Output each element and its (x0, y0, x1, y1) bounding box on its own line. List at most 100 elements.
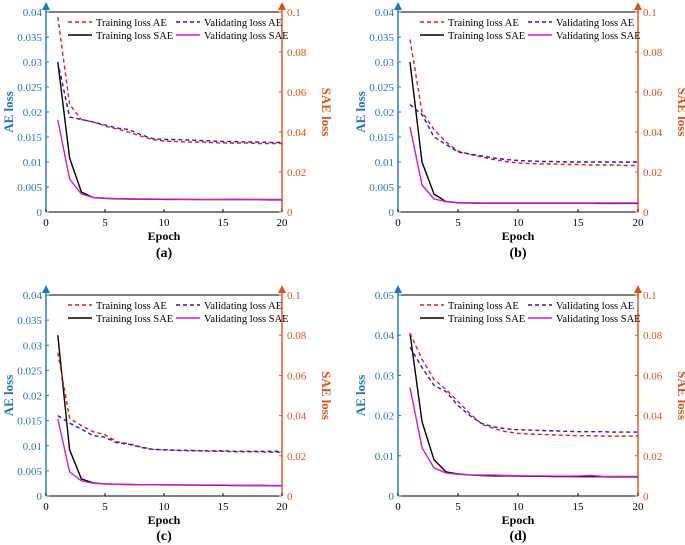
chart-panel: 0 5 10 15 2000.0050.010.0150.020.0250.030.03… (1, 285, 334, 544)
x-tick-label: 15 (573, 501, 585, 513)
y-right-tick-label: 0.1 (287, 290, 301, 302)
y-left-tick-label: 0.01 (23, 441, 42, 453)
y-left-tick-label: 0.005 (17, 466, 42, 478)
legend-label-val-sae: Validating loss SAE (556, 31, 641, 42)
y-right-tick-label: 0.04 (287, 411, 307, 423)
right-axis-arrow-icon (634, 2, 642, 10)
y-left-tick-label: 0.04 (23, 290, 43, 302)
y-right-tick-label: 0.08 (287, 330, 307, 342)
series-line-val-sae (57, 418, 282, 487)
x-tick-label: 15 (218, 501, 230, 513)
y-right-tick-label: 0.06 (643, 370, 663, 382)
y-left-tick-label: 0.02 (23, 391, 42, 403)
series-line-val-ae (409, 103, 638, 163)
y-right-tick-label: 0.04 (643, 411, 663, 423)
legend-label-val-sae: Validating loss SAE (204, 314, 289, 325)
y-right-tick-label: 0.06 (287, 370, 307, 382)
y-left-tick-label: 0.015 (17, 416, 42, 428)
legend-label-val-sae: Validating loss SAE (204, 31, 289, 42)
series-line-train-ae (57, 16, 282, 145)
y-left-tick-label: 0.03 (23, 57, 43, 69)
y-right-tick-label: 0 (643, 491, 649, 503)
y-left-tick-label: 0.035 (17, 315, 42, 327)
legend-label-train-ae: Training loss AE (96, 18, 167, 29)
y-right-tick-label: 0.04 (287, 127, 307, 139)
series-line-val-sae (409, 387, 638, 478)
y-right-axis-label: SAE loss (675, 371, 685, 420)
series-line-train-sae (57, 61, 282, 201)
y-right-axis-label: SAE loss (675, 88, 685, 137)
legend-label-train-ae: Training loss AE (448, 301, 519, 312)
x-tick-label: 20 (633, 501, 645, 513)
series-line-val-ae (409, 346, 638, 433)
x-tick-label: 20 (277, 217, 289, 229)
left-axis-arrow-icon (42, 285, 50, 293)
y-left-tick-label: 0.04 (375, 7, 395, 19)
series-line-val-ae (57, 61, 282, 144)
series-line-train-sae (57, 335, 282, 487)
legend-label-train-sae: Training loss SAE (96, 31, 173, 42)
y-left-tick-label: 0.035 (369, 32, 394, 44)
y-right-tick-label: 0.06 (643, 87, 663, 99)
left-axis-arrow-icon (394, 285, 402, 293)
x-tick-label: 5 (455, 217, 461, 229)
chart-panel: 0 5 10 15 2000.010.020.030.040.0500.020.040.… (353, 285, 685, 544)
y-left-tick-label: 0.025 (369, 82, 394, 94)
y-left-tick-label: 0.04 (375, 330, 395, 342)
y-left-tick-label: 0.03 (375, 370, 395, 382)
x-tick-label: 10 (159, 501, 171, 513)
y-left-tick-label: 0.005 (369, 182, 394, 194)
legend-label-train-ae: Training loss AE (448, 18, 519, 29)
right-axis-arrow-icon (278, 2, 286, 10)
series-line-train-ae (57, 352, 282, 453)
y-left-tick-label: 0.025 (17, 82, 42, 94)
x-tick-label: 0 (395, 217, 401, 229)
legend-label-val-ae: Validating loss AE (556, 18, 634, 29)
x-axis-label: Epoch (148, 229, 181, 243)
y-left-tick-label: 0.035 (17, 32, 42, 44)
y-right-tick-label: 0.02 (643, 451, 662, 463)
y-right-tick-label: 0.04 (643, 127, 663, 139)
x-tick-label: 10 (513, 501, 525, 513)
x-tick-label: 20 (277, 501, 289, 513)
y-left-tick-label: 0.01 (23, 157, 42, 169)
x-tick-label: 15 (218, 217, 230, 229)
series-line-train-ae (409, 332, 638, 437)
x-tick-label: 10 (159, 217, 171, 229)
x-axis-label: Epoch (502, 513, 535, 527)
chart-panel: 0 5 10 15 2000.0050.010.0150.020.0250.030.03… (353, 2, 685, 261)
y-right-tick-label: 0.08 (643, 47, 663, 59)
y-left-axis-label: AE loss (1, 91, 16, 133)
panel-caption: (d) (509, 529, 526, 544)
y-left-tick-label: 0.03 (375, 57, 395, 69)
y-left-axis-label: AE loss (353, 91, 368, 133)
y-right-tick-label: 0.1 (287, 7, 301, 19)
series-line-val-ae (57, 415, 282, 452)
x-tick-label: 5 (455, 501, 461, 513)
series-line-val-sae (57, 119, 282, 201)
x-tick-label: 5 (102, 217, 108, 229)
legend-label-train-sae: Training loss SAE (448, 31, 525, 42)
y-right-tick-label: 0.06 (287, 87, 307, 99)
panel-caption: (b) (509, 246, 526, 261)
right-axis-arrow-icon (278, 285, 286, 293)
y-right-tick-label: 0.02 (287, 167, 306, 179)
y-right-tick-label: 0 (287, 491, 293, 503)
y-right-tick-label: 0.1 (643, 7, 657, 19)
y-right-tick-label: 0.02 (287, 451, 306, 463)
panel-caption: (a) (156, 246, 173, 261)
series-line-train-sae (409, 333, 638, 478)
y-right-tick-label: 0.08 (287, 47, 307, 59)
legend-label-val-ae: Validating loss AE (556, 301, 634, 312)
legend-label-train-sae: Training loss SAE (448, 314, 525, 325)
x-tick-label: 0 (43, 217, 49, 229)
x-axis-label: Epoch (148, 513, 181, 527)
left-axis-arrow-icon (394, 2, 402, 10)
y-right-tick-label: 0 (643, 207, 649, 219)
y-left-tick-label: 0 (389, 491, 395, 503)
y-right-tick-label: 0.1 (643, 290, 657, 302)
legend-label-val-ae: Validating loss AE (204, 18, 282, 29)
y-left-tick-label: 0 (37, 207, 43, 219)
panel-caption: (c) (156, 529, 172, 544)
